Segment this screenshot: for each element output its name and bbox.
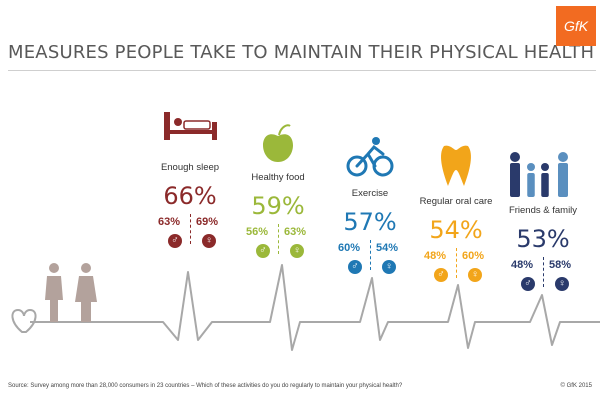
category-label: Regular oral care [419,196,493,207]
gender-divider [278,224,279,254]
gender-divider [543,257,544,287]
gender-divider [370,240,371,270]
category-label: Friends & family [508,205,578,216]
male-icon: ♂ [434,268,448,282]
male-value-label: 60% [338,242,361,254]
bed-icon-blanket [183,120,211,130]
category-label: Exercise [351,188,389,199]
family-icon-body [527,173,535,197]
apple-icon [263,134,293,162]
female-icon: ♀ [555,277,569,291]
female-icon: ♀ [290,244,304,258]
female-icon: ♀ [468,268,482,282]
female-value-label: 69% [196,216,219,228]
total-value-label: 66% [163,182,217,210]
gender-divider [456,248,457,278]
male-icon: ♂ [168,234,182,248]
female-value-label: 54% [376,242,399,254]
family-icon-head [510,152,520,162]
family-icon-body [510,163,520,197]
family-icon-head [558,152,568,162]
source-note: Source: Survey among more than 28,000 co… [8,383,403,389]
cyclist-icon-wheel-back [346,155,368,177]
chart-title: MEASURES PEOPLE TAKE TO MAINTAIN THEIR P… [8,42,595,63]
female-value-label: 60% [462,250,485,262]
copyright: © GfK 2015 [560,383,592,389]
female-icon: ♀ [202,234,216,248]
male-value-label: 56% [246,226,269,238]
bed-icon-foot [212,122,217,140]
family-icon-body [541,173,549,197]
gender-divider [190,214,191,244]
bed-icon-base [170,130,216,134]
male-value-label: 48% [424,250,447,262]
family-icon-body [558,163,568,197]
total-value-label: 59% [251,192,305,220]
heartbeat-line [30,264,600,351]
people-silhouettes [45,263,97,322]
cyclist-icon-head [372,137,380,145]
heart-icon [11,308,37,333]
family-icon-head [541,163,549,171]
female-value-label: 58% [549,259,572,271]
total-value-label: 54% [429,216,483,244]
cyclist-icon-body [355,144,385,168]
male-value-label: 63% [158,216,181,228]
family-icon-head [527,163,535,171]
male-value-label: 48% [511,259,534,271]
total-value-label: 57% [343,208,397,236]
male-icon: ♂ [256,244,270,258]
bed-icon-post [164,112,170,140]
category-label: Healthy food [251,172,305,183]
tooth-icon [441,145,471,186]
male-icon: ♂ [521,277,535,291]
total-value-label: 53% [516,225,570,253]
cyclist-icon-wheel-front [372,155,394,177]
bed-icon-head [174,118,182,126]
apple-icon-leaf [278,124,291,136]
female-value-label: 63% [284,226,307,238]
female-icon: ♀ [382,260,396,274]
category-label: Enough sleep [160,162,220,173]
title-rule [8,70,596,71]
male-icon: ♂ [348,260,362,274]
gfk-logo: GfK [556,6,596,46]
